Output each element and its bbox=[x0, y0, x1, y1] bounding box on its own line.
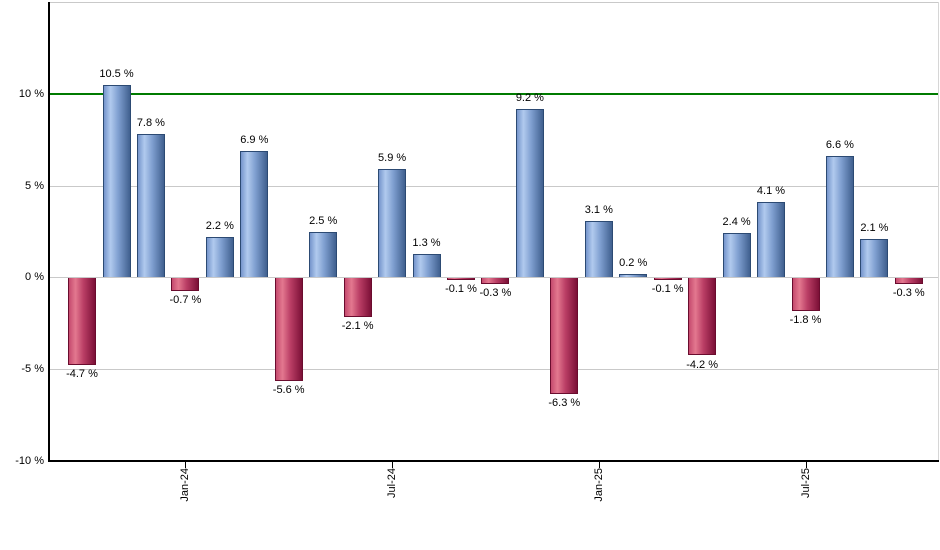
bar-May-25 bbox=[722, 233, 751, 278]
plot-right-border bbox=[938, 2, 939, 461]
x-axis-tick-mark-Jul-25 bbox=[805, 461, 807, 468]
bar-value-label-Sep-24: -0.1 % bbox=[445, 283, 477, 296]
bar-Sep-25 bbox=[860, 238, 889, 278]
bar-value-label-Oct-23: -4.7 % bbox=[66, 367, 98, 380]
bar-Aug-25 bbox=[825, 156, 854, 278]
bar-Jul-24 bbox=[378, 169, 407, 278]
bar-value-label-Sep-25: 2.1 % bbox=[860, 221, 889, 234]
x-axis-tick-mark-Jan-25 bbox=[598, 461, 600, 468]
bar-Nov-24 bbox=[515, 108, 544, 278]
plot-top-border bbox=[49, 2, 938, 3]
gridline-5pct bbox=[49, 186, 938, 187]
x-axis-tick-mark-Jan-24 bbox=[185, 461, 187, 468]
bar-Sep-24 bbox=[447, 278, 475, 281]
bar-Jun-24 bbox=[343, 278, 372, 317]
y-axis-tick-label-0: 0 % bbox=[25, 271, 44, 283]
y-axis-tick-label-10: 10 % bbox=[18, 88, 44, 100]
bar-Dec-24 bbox=[550, 278, 579, 395]
bar-May-24 bbox=[309, 231, 338, 278]
y-axis-tick-label-5: 5 % bbox=[25, 180, 44, 192]
bar-Oct-25 bbox=[894, 278, 923, 284]
bar-Feb-24 bbox=[205, 237, 234, 278]
bar-value-label-Mar-24: 6.9 % bbox=[240, 133, 269, 146]
bar-value-label-Jan-25: 3.1 % bbox=[584, 203, 613, 216]
bar-value-label-Apr-25: -4.2 % bbox=[686, 358, 718, 371]
bar-value-label-Oct-25: -0.3 % bbox=[892, 286, 925, 299]
reference-line-10pct bbox=[50, 93, 938, 95]
x-axis-tick-label-Jul-24: Jul-24 bbox=[386, 468, 399, 498]
bar-value-label-Mar-25: -0.1 % bbox=[651, 283, 684, 296]
y-axis-line bbox=[48, 2, 50, 462]
bar-value-label-Jun-24: -2.1 % bbox=[341, 320, 374, 332]
bar-value-label-Jul-24: 5.9 % bbox=[378, 152, 407, 165]
bar-value-label-May-25: 2.4 % bbox=[722, 216, 751, 229]
gridline--5pct bbox=[49, 369, 938, 370]
bar-Jan-25 bbox=[584, 220, 613, 278]
y-axis-tick-label--10: -10 % bbox=[15, 455, 44, 467]
bar-value-label-Apr-24: -5.6 % bbox=[272, 384, 305, 397]
bar-value-label-Aug-24: 1.3 % bbox=[412, 236, 441, 249]
bar-Aug-24 bbox=[412, 253, 441, 278]
bar-Jun-25 bbox=[757, 202, 785, 278]
bar-Nov-23 bbox=[102, 84, 131, 278]
bar-Jan-24 bbox=[171, 278, 200, 292]
bar-value-label-Jul-25: -1.8 % bbox=[789, 314, 822, 327]
bar-Mar-25 bbox=[653, 278, 682, 281]
gridline-0pct bbox=[49, 277, 938, 278]
bar-value-label-Jun-25: 4.1 % bbox=[756, 185, 786, 198]
bar-value-label-Oct-24: -0.3 % bbox=[479, 286, 512, 299]
bar-value-label-Nov-23: 10.5 % bbox=[99, 67, 134, 80]
x-axis-tick-label-Jan-24: Jan-24 bbox=[179, 468, 192, 502]
bar-value-label-Aug-25: 6.6 % bbox=[825, 139, 854, 152]
x-axis-tick-label-Jul-25: Jul-25 bbox=[799, 468, 812, 498]
bar-value-label-Dec-23: 7.8 % bbox=[136, 117, 165, 130]
bar-Apr-24 bbox=[274, 278, 303, 382]
bar-Apr-25 bbox=[688, 278, 717, 356]
bar-Oct-24 bbox=[481, 278, 510, 284]
x-axis-tick-mark-Jul-24 bbox=[392, 461, 394, 468]
bar-value-label-May-24: 2.5 % bbox=[309, 214, 338, 227]
x-axis-line bbox=[48, 460, 939, 462]
x-axis-tick-label-Jan-25: Jan-25 bbox=[592, 468, 605, 502]
bar-Feb-25 bbox=[619, 273, 648, 278]
bar-value-label-Jan-24: -0.7 % bbox=[169, 294, 202, 307]
y-axis-tick-label--5: -5 % bbox=[21, 363, 44, 375]
bar-value-label-Dec-24: -6.3 % bbox=[548, 397, 581, 410]
bar-value-label-Feb-25: 0.2 % bbox=[619, 256, 648, 269]
bar-value-label-Nov-24: 9.2 % bbox=[515, 91, 544, 104]
bar-value-label-Feb-24: 2.2 % bbox=[205, 220, 234, 232]
bar-Oct-23 bbox=[68, 278, 96, 365]
bar-Mar-24 bbox=[240, 150, 269, 278]
bar-Jul-25 bbox=[791, 278, 820, 312]
bar-Dec-23 bbox=[136, 134, 165, 278]
